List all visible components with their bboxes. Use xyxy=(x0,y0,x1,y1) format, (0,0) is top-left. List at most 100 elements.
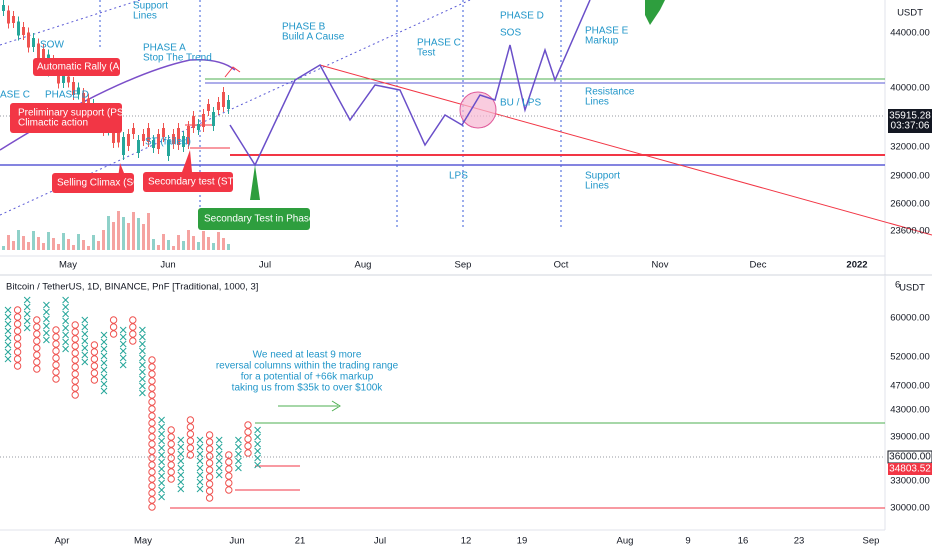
pnf-x xyxy=(62,331,69,339)
price-label: 40000.00 xyxy=(890,83,930,94)
pnf-o xyxy=(148,356,156,364)
pnf-x xyxy=(139,368,146,376)
pnf-x xyxy=(139,389,146,397)
pnf-x xyxy=(4,334,12,342)
candle-body xyxy=(77,87,80,95)
pnf-o xyxy=(71,356,79,364)
pnf-x xyxy=(119,347,127,355)
pnf-x xyxy=(196,436,204,444)
pnf-o xyxy=(205,494,214,502)
pnf-x xyxy=(158,416,165,424)
candle-body xyxy=(42,49,45,59)
annotation: ASE C xyxy=(0,90,30,101)
volume-bar xyxy=(227,244,230,250)
pnf-x xyxy=(100,338,108,346)
volume-bar xyxy=(192,236,195,250)
pnf-o xyxy=(13,348,22,356)
candle-body xyxy=(157,134,160,149)
pnf-o xyxy=(52,354,60,362)
pnf-o xyxy=(90,362,99,370)
countdown: 03:37:06 xyxy=(891,121,930,132)
candle-body xyxy=(167,140,170,156)
pnf-o xyxy=(148,461,156,469)
pnf-x xyxy=(177,443,185,451)
price-label: 30000.00 xyxy=(890,503,930,514)
pnf-x xyxy=(81,351,89,359)
pnf-x xyxy=(254,447,261,455)
pnf-o xyxy=(71,342,79,350)
pnf-x xyxy=(158,493,165,501)
volume-bar xyxy=(152,239,155,250)
pnf-x xyxy=(100,366,108,374)
pnf-x xyxy=(177,450,185,458)
pnf-o xyxy=(225,472,233,480)
pnf-o xyxy=(33,344,41,352)
pnf-o xyxy=(186,423,195,431)
pnf-o xyxy=(90,341,99,349)
pnf-o xyxy=(186,444,195,452)
volume-bar xyxy=(2,246,5,250)
chart-title: Bitcoin / TetherUS, 1D, BINANCE, PnF [Tr… xyxy=(6,282,258,293)
volume-bar xyxy=(47,232,50,250)
pnf-x xyxy=(254,433,261,441)
pnf-o xyxy=(90,376,99,384)
pnf-x xyxy=(100,331,108,339)
pnf-x xyxy=(100,345,108,353)
candle-body xyxy=(132,128,135,134)
time-label: Dec xyxy=(750,260,767,271)
volume-bar xyxy=(102,230,105,250)
arrow xyxy=(331,400,341,412)
candle-body xyxy=(87,98,90,107)
pnf-x xyxy=(4,348,12,356)
candle-body xyxy=(17,21,20,36)
pnf-o xyxy=(186,437,195,445)
pnf-o xyxy=(13,334,22,342)
volume-bar xyxy=(222,238,225,250)
volume-bar xyxy=(92,235,95,250)
candle-body xyxy=(152,140,155,148)
annotation-box xyxy=(52,173,134,193)
price-label: 23600.00 xyxy=(890,226,930,237)
pnf-o xyxy=(33,330,41,338)
candle-body xyxy=(117,131,120,143)
candle-body xyxy=(147,128,150,142)
candle-body xyxy=(192,116,195,128)
pnf-o xyxy=(109,330,118,338)
pnf-x xyxy=(119,354,127,362)
pnf-x xyxy=(215,457,223,465)
pnf-x xyxy=(62,345,69,353)
pnf-columns xyxy=(4,296,261,511)
pnf-x xyxy=(196,450,204,458)
pnf-x xyxy=(62,317,69,325)
pnf-x xyxy=(43,308,50,316)
volume-bar xyxy=(187,230,190,250)
pnf-x xyxy=(177,485,185,493)
currency-label: USDT xyxy=(899,283,925,294)
pnf-x xyxy=(215,450,223,458)
price-label: 33000.00 xyxy=(890,476,930,487)
price-label: 36000.00 xyxy=(889,452,931,463)
volume-bar xyxy=(97,241,100,250)
pnf-x xyxy=(81,323,89,331)
candle-body xyxy=(82,93,85,107)
candle-body xyxy=(22,27,25,35)
pnf-o xyxy=(186,416,195,424)
annotation: Support xyxy=(585,171,620,182)
pnf-x xyxy=(158,437,165,445)
pnf-o xyxy=(205,466,214,474)
time-label: Aug xyxy=(355,260,372,271)
time-label: 19 xyxy=(517,536,528,547)
pnf-o xyxy=(167,426,175,434)
pnf-o xyxy=(148,489,156,497)
candle-body xyxy=(12,16,15,23)
time-label: Sep xyxy=(863,536,880,547)
pnf-x xyxy=(177,457,185,465)
pnf-x xyxy=(4,320,12,328)
price-label: 39000.00 xyxy=(890,432,930,443)
price-label: 6 xyxy=(895,280,900,291)
volume-bar xyxy=(12,241,15,250)
currency-label: USDT xyxy=(897,8,923,19)
volume-bar xyxy=(77,234,80,250)
pnf-x xyxy=(81,316,89,324)
